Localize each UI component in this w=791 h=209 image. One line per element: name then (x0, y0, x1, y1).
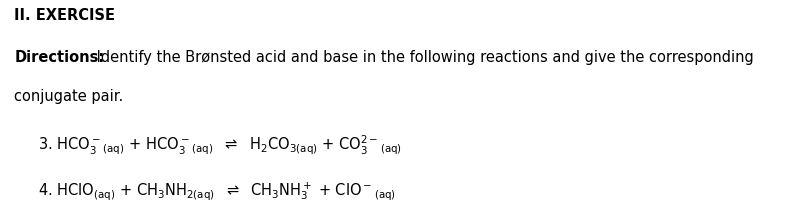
Text: Identify the Brønsted acid and base in the following reactions and give the corr: Identify the Brønsted acid and base in t… (92, 50, 754, 65)
Text: 3. HCO$_3^-$$_{\sf{(aq)}}$ + HCO$_3^-$$_{\sf{(aq)}}$  $\rightleftharpoons$  H$_2: 3. HCO$_3^-$$_{\sf{(aq)}}$ + HCO$_3^-$$_… (38, 134, 402, 157)
Text: 4. HClO$_{\sf{(aq)}}$ + CH$_3$NH$_{2\sf{(aq)}}$  $\rightleftharpoons$  CH$_3$NH$: 4. HClO$_{\sf{(aq)}}$ + CH$_3$NH$_{2\sf{… (38, 180, 396, 202)
Text: conjugate pair.: conjugate pair. (14, 89, 123, 104)
Text: Directions:: Directions: (14, 50, 104, 65)
Text: II. EXERCISE: II. EXERCISE (14, 8, 115, 23)
